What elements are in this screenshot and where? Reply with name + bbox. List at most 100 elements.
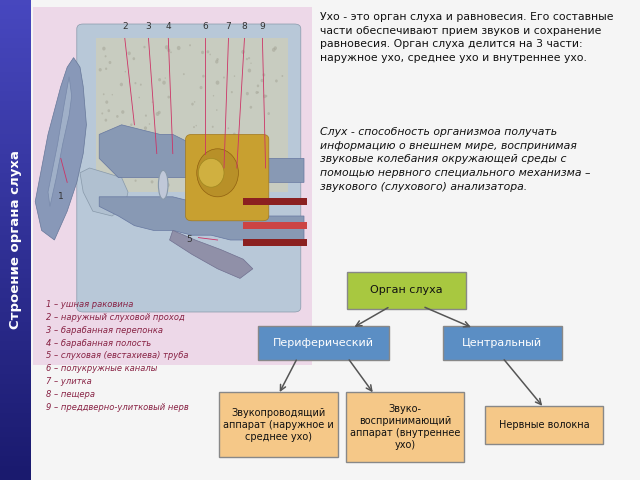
Ellipse shape bbox=[215, 60, 218, 63]
Ellipse shape bbox=[216, 81, 220, 85]
Polygon shape bbox=[35, 58, 86, 240]
Text: 5: 5 bbox=[186, 236, 191, 244]
Ellipse shape bbox=[209, 164, 211, 166]
Ellipse shape bbox=[177, 46, 180, 50]
Ellipse shape bbox=[248, 57, 250, 60]
Bar bbox=[0, 427, 31, 432]
Ellipse shape bbox=[113, 162, 116, 166]
Polygon shape bbox=[99, 197, 304, 245]
Ellipse shape bbox=[234, 75, 236, 77]
Bar bbox=[0, 43, 31, 48]
Ellipse shape bbox=[124, 144, 126, 146]
Ellipse shape bbox=[150, 180, 154, 183]
FancyBboxPatch shape bbox=[219, 393, 338, 457]
Ellipse shape bbox=[152, 101, 153, 103]
Ellipse shape bbox=[193, 126, 195, 128]
Bar bbox=[0, 264, 31, 269]
Ellipse shape bbox=[257, 91, 259, 93]
Bar bbox=[0, 379, 31, 384]
Bar bbox=[0, 240, 31, 245]
Bar bbox=[0, 10, 31, 14]
Bar bbox=[0, 29, 31, 34]
Ellipse shape bbox=[108, 109, 110, 112]
Ellipse shape bbox=[156, 112, 159, 116]
Bar bbox=[0, 82, 31, 86]
Ellipse shape bbox=[101, 112, 103, 115]
Ellipse shape bbox=[248, 69, 251, 72]
Text: 1 – ушная раковина
2 – наружный слуховой проход
3 – барабанная перепонка
4 – бар: 1 – ушная раковина 2 – наружный слуховой… bbox=[46, 300, 189, 412]
Text: Звуко-
воспринимающий
аппарат (внутреннее
ухо): Звуко- воспринимающий аппарат (внутренне… bbox=[350, 404, 460, 450]
Bar bbox=[0, 202, 31, 206]
Bar bbox=[0, 461, 31, 466]
Bar bbox=[0, 24, 31, 29]
Ellipse shape bbox=[121, 110, 124, 114]
Ellipse shape bbox=[154, 171, 157, 175]
Text: Центральный: Центральный bbox=[462, 338, 543, 348]
Ellipse shape bbox=[109, 61, 111, 64]
Ellipse shape bbox=[164, 77, 166, 79]
Ellipse shape bbox=[178, 144, 180, 147]
FancyBboxPatch shape bbox=[347, 272, 466, 309]
Ellipse shape bbox=[132, 57, 135, 60]
FancyBboxPatch shape bbox=[485, 406, 603, 444]
Bar bbox=[0, 125, 31, 130]
Ellipse shape bbox=[193, 139, 196, 143]
Ellipse shape bbox=[257, 84, 259, 87]
Bar bbox=[0, 341, 31, 346]
Bar bbox=[0, 221, 31, 226]
Bar bbox=[0, 48, 31, 53]
Bar bbox=[0, 120, 31, 125]
Ellipse shape bbox=[102, 47, 106, 50]
Ellipse shape bbox=[164, 168, 168, 172]
Ellipse shape bbox=[250, 62, 252, 64]
Ellipse shape bbox=[260, 148, 264, 152]
Bar bbox=[0, 230, 31, 235]
Bar bbox=[0, 38, 31, 43]
Text: Слух - способность организмоа получать
информацию о внешнем мире, воспринимая
зв: Слух - способность организмоа получать и… bbox=[320, 127, 591, 192]
Ellipse shape bbox=[241, 50, 245, 54]
Polygon shape bbox=[80, 168, 128, 216]
Ellipse shape bbox=[141, 175, 143, 177]
Ellipse shape bbox=[142, 172, 146, 176]
Bar bbox=[0, 72, 31, 77]
Polygon shape bbox=[48, 77, 72, 206]
Ellipse shape bbox=[228, 182, 232, 186]
FancyBboxPatch shape bbox=[186, 134, 269, 221]
Ellipse shape bbox=[134, 180, 136, 182]
Bar bbox=[0, 197, 31, 202]
Ellipse shape bbox=[143, 46, 146, 48]
Ellipse shape bbox=[265, 95, 268, 97]
Bar bbox=[0, 398, 31, 403]
Text: Орган слуха: Орган слуха bbox=[370, 286, 443, 295]
Ellipse shape bbox=[218, 160, 220, 164]
Ellipse shape bbox=[262, 73, 266, 76]
Ellipse shape bbox=[138, 96, 140, 98]
Ellipse shape bbox=[168, 96, 170, 98]
Bar bbox=[0, 283, 31, 288]
Bar bbox=[0, 34, 31, 38]
Bar bbox=[0, 350, 31, 355]
Text: Периферический: Периферический bbox=[273, 338, 374, 348]
Ellipse shape bbox=[201, 51, 204, 54]
Ellipse shape bbox=[162, 81, 166, 84]
Bar bbox=[0, 365, 31, 370]
Ellipse shape bbox=[209, 54, 211, 55]
Bar bbox=[0, 254, 31, 259]
Bar bbox=[0, 101, 31, 106]
Bar bbox=[0, 451, 31, 456]
Bar bbox=[0, 312, 31, 317]
Ellipse shape bbox=[197, 149, 239, 197]
Ellipse shape bbox=[228, 134, 230, 137]
Ellipse shape bbox=[130, 123, 132, 126]
Ellipse shape bbox=[275, 79, 278, 83]
Bar bbox=[243, 198, 307, 205]
Ellipse shape bbox=[233, 132, 236, 136]
Ellipse shape bbox=[204, 172, 207, 175]
Ellipse shape bbox=[165, 45, 168, 49]
Bar bbox=[0, 274, 31, 278]
Text: 6: 6 bbox=[202, 22, 207, 31]
Bar bbox=[0, 269, 31, 274]
Text: 8: 8 bbox=[242, 22, 247, 31]
Bar bbox=[0, 259, 31, 264]
Ellipse shape bbox=[200, 86, 202, 89]
